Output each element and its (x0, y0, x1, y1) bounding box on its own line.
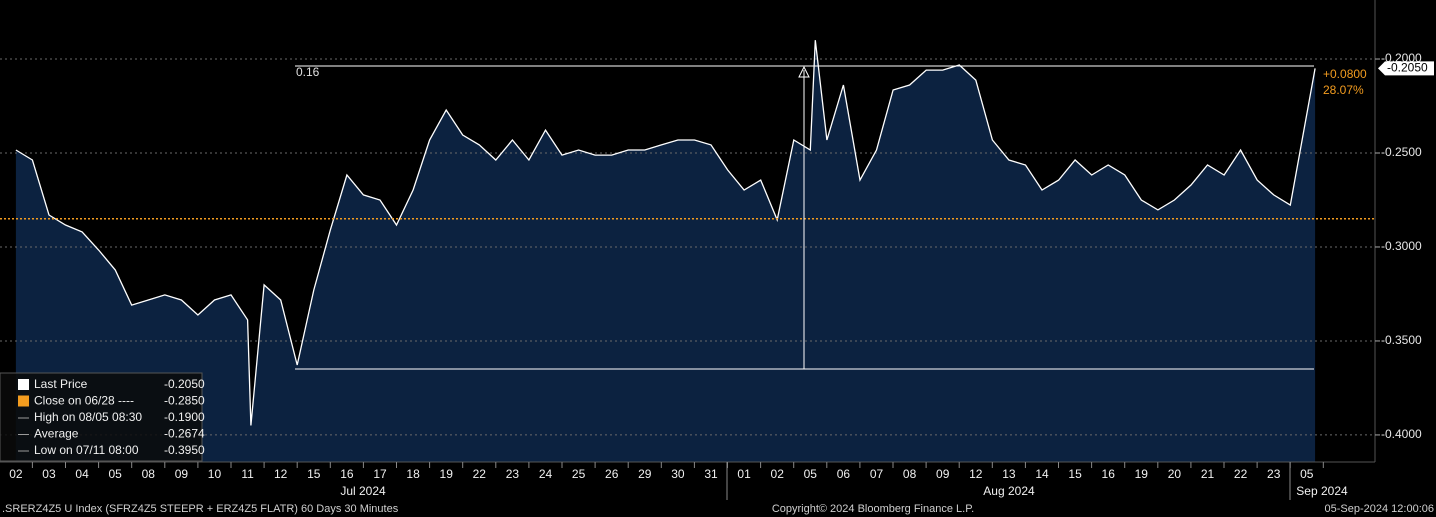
change-pct-label: 28.07% (1323, 83, 1364, 97)
legend-box (0, 372, 203, 462)
legend-name: Close on 06/28 ---- (34, 394, 134, 408)
x-tick-label: 01 (737, 467, 751, 481)
x-tick-label: 15 (307, 467, 321, 481)
legend-name: Average (34, 427, 79, 441)
x-tick-label: 15 (1068, 467, 1082, 481)
x-tick-label: 19 (440, 467, 454, 481)
x-tick-label: 06 (837, 467, 851, 481)
measure-arrowhead (798, 65, 810, 78)
x-tick-label: 14 (1035, 467, 1049, 481)
legend-swatch (18, 395, 29, 407)
x-tick-label: 30 (671, 467, 685, 481)
x-tick-label: 07 (870, 467, 884, 481)
x-tick-label: 23 (506, 467, 520, 481)
month-label: Aug 2024 (983, 484, 1035, 498)
legend-value: -0.2850 (164, 394, 205, 408)
legend-name: High on 08/05 08:30 (34, 410, 142, 424)
x-tick-label: 24 (539, 467, 553, 481)
x-tick-label: 08 (142, 467, 156, 481)
measure-label: 0.16 (296, 65, 320, 79)
x-tick-label: 12 (274, 467, 288, 481)
last-price-tag (1378, 61, 1434, 76)
x-tick-label: 29 (638, 467, 652, 481)
footer-left: .SRERZ4Z5 U Index (SFRZ4Z5 STEEPR + ERZ4… (2, 503, 399, 515)
x-tick-label: 09 (936, 467, 950, 481)
x-tick-label: 17 (373, 467, 387, 481)
x-tick-label: 22 (1234, 467, 1248, 481)
legend-value: -0.2050 (164, 377, 205, 391)
month-label: Sep 2024 (1296, 484, 1348, 498)
footer-bar (0, 500, 1436, 517)
x-tick-label: 11 (241, 467, 254, 481)
y-tick-label: -0.4000 (1381, 427, 1422, 441)
month-label: Jul 2024 (340, 484, 386, 498)
x-tick-label: 02 (771, 467, 785, 481)
x-tick-label: 20 (1168, 467, 1182, 481)
x-tick-label: 05 (1300, 467, 1314, 481)
x-tick-label: 18 (406, 467, 420, 481)
x-tick-label: 03 (42, 467, 56, 481)
x-tick-label: 08 (903, 467, 917, 481)
footer-right: 05-Sep-2024 12:00:06 (1325, 503, 1434, 515)
legend-name: Low on 07/11 08:00 (34, 443, 139, 457)
legend-value: -0.2674 (164, 427, 205, 441)
x-tick-label: 23 (1267, 467, 1281, 481)
area-fill (15, 40, 1316, 462)
x-tick-label: 19 (1135, 467, 1149, 481)
x-tick-label: 13 (1002, 467, 1016, 481)
legend-name: Last Price (34, 377, 88, 391)
x-tick-label: 09 (175, 467, 189, 481)
legend-value: -0.1900 (164, 410, 205, 424)
x-tick-label: 10 (208, 467, 222, 481)
x-tick-label: 05 (109, 467, 123, 481)
y-tick-label: -0.3000 (1381, 239, 1422, 253)
y-tick-label: -0.3500 (1381, 333, 1422, 347)
x-tick-label: 05 (804, 467, 818, 481)
x-tick-label: 04 (75, 467, 89, 481)
price-line (15, 40, 1316, 426)
x-tick-label: 25 (572, 467, 586, 481)
y-tick-label: -0.2500 (1381, 145, 1422, 159)
legend-value: -0.3950 (164, 443, 205, 457)
last-price-label: -0.2050 (1387, 61, 1428, 75)
x-tick-label: 26 (605, 467, 619, 481)
change-label: +0.0800 (1323, 67, 1367, 81)
x-tick-label: 12 (969, 467, 983, 481)
x-tick-label: 16 (1102, 467, 1116, 481)
x-tick-label: 02 (9, 467, 23, 481)
x-tick-label: 31 (704, 467, 718, 481)
x-tick-label: 22 (473, 467, 487, 481)
legend-swatch (18, 379, 29, 390)
x-tick-label: 21 (1201, 467, 1215, 481)
footer-center: Copyright© 2024 Bloomberg Finance L.P. (772, 503, 974, 515)
x-tick-label: 16 (340, 467, 354, 481)
